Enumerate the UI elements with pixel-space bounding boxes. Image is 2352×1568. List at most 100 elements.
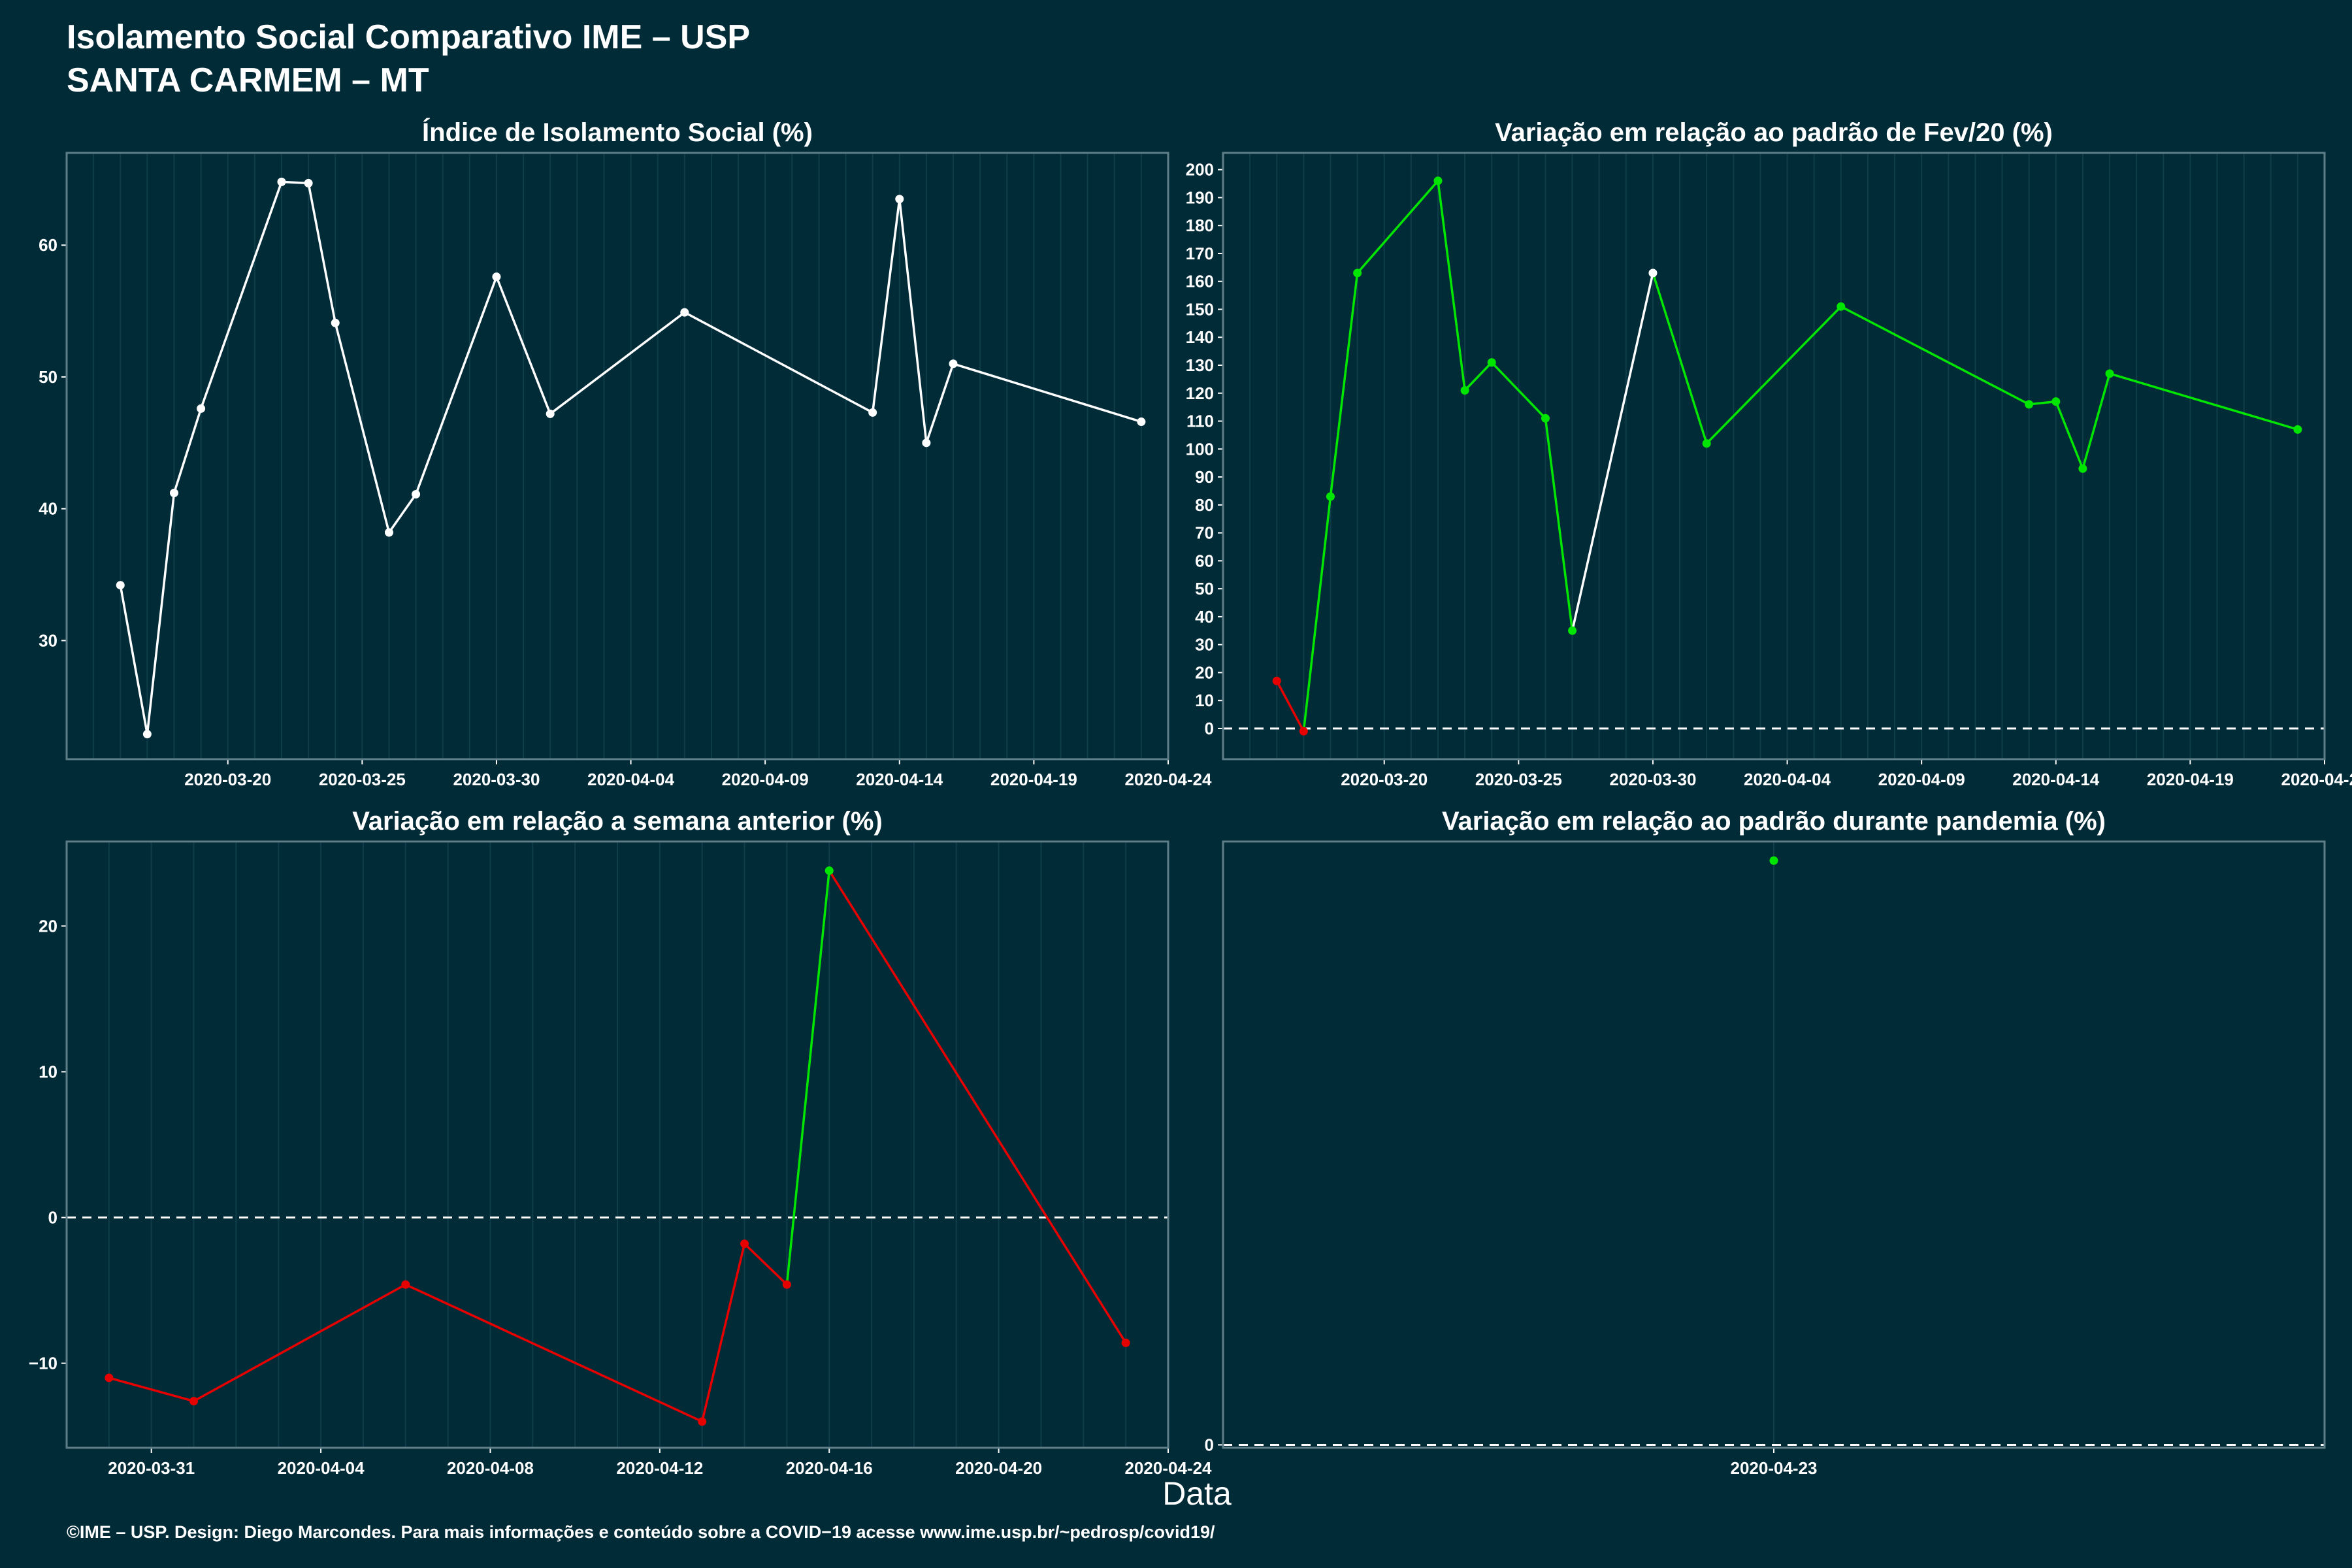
y-tick-label: 80 (1195, 495, 1214, 515)
series-segment (2027, 400, 2057, 406)
series-segment (119, 583, 149, 736)
y-tick-label: 190 (1186, 188, 1214, 207)
y-tick-label: 200 (1186, 160, 1214, 180)
series-segment (743, 1242, 789, 1286)
series-segment (146, 491, 176, 736)
panel-border (1222, 152, 2326, 760)
y-tick-label: 120 (1186, 384, 1214, 403)
y-tick-label: 140 (1186, 327, 1214, 347)
data-point (895, 195, 904, 204)
panel-title: Variação em relação ao padrão durante pa… (1442, 807, 2106, 836)
data-point (922, 438, 931, 448)
x-tick-label: 2020-04-24 (2281, 770, 2352, 789)
series-segment (108, 1377, 195, 1403)
series-segment (828, 869, 1127, 1345)
data-point (1433, 176, 1443, 186)
y-tick-label: 50 (39, 367, 57, 387)
y-tick-label: 170 (1186, 244, 1214, 263)
data-point (2078, 464, 2087, 473)
y-tick-label: 160 (1186, 272, 1214, 291)
series-segment (1571, 272, 1654, 632)
x-tick-label: 2020-04-20 (955, 1458, 1042, 1478)
series-segment (199, 180, 283, 410)
x-tick-label: 2020-04-08 (447, 1458, 534, 1478)
data-point (304, 178, 313, 188)
y-tick-label: 0 (48, 1208, 57, 1228)
x-tick-label: 2020-04-12 (616, 1458, 703, 1478)
y-tick-label: 150 (1186, 299, 1214, 319)
series-segment (1463, 361, 1493, 392)
series-segment (1490, 361, 1547, 420)
x-tick-label: 2020-04-23 (1731, 1458, 1818, 1478)
series-segment (1840, 305, 2031, 406)
series-segment (2055, 400, 2084, 470)
y-tick-label: 30 (39, 630, 57, 650)
figure-title: Isolamento Social Comparativo IME – USP (67, 18, 750, 56)
data-point (105, 1373, 114, 1382)
series-segment (683, 311, 874, 414)
x-axis-title: Data (1162, 1475, 1232, 1512)
figure-subtitle: SANTA CARMEM – MT (67, 61, 429, 99)
data-point (1299, 727, 1308, 736)
x-tick-label: 2020-04-04 (1744, 770, 1831, 789)
data-point (1353, 269, 1362, 278)
data-point (740, 1239, 749, 1249)
x-tick-label: 2020-03-20 (1341, 770, 1428, 789)
y-tick-label: 10 (39, 1062, 57, 1081)
series-segment (785, 869, 830, 1286)
y-tick-label: 20 (1195, 662, 1214, 682)
data-point (169, 488, 178, 497)
data-point (1121, 1338, 1130, 1347)
series-segment (1356, 180, 1439, 274)
series-segment (2108, 372, 2299, 431)
series-segment (1652, 272, 1708, 445)
panel-border (65, 840, 1169, 1449)
panel-title: Variação em relação a semana anterior (%… (352, 807, 883, 836)
x-tick-label: 2020-04-24 (1125, 770, 1213, 789)
x-tick-label: 2020-04-14 (856, 770, 943, 789)
data-point (868, 408, 877, 417)
series-segment (172, 407, 203, 495)
x-tick-label: 2020-04-19 (2147, 770, 2234, 789)
data-point (401, 1280, 410, 1289)
series-segment (307, 182, 336, 324)
data-point (1326, 492, 1335, 501)
panel-background (1223, 153, 2325, 759)
data-point (384, 528, 393, 537)
y-tick-label: −10 (29, 1354, 57, 1373)
data-point (1568, 626, 1577, 635)
series-segment (1329, 272, 1359, 498)
charts-group: Índice de Isolamento Social (%) 2020-03-2… (29, 118, 2352, 1478)
series-segment (387, 493, 417, 534)
series-segment (925, 363, 955, 444)
series-segment (871, 197, 901, 414)
data-point (1769, 856, 1778, 865)
series-segment (404, 1283, 704, 1423)
x-tick-label: 2020-04-16 (786, 1458, 873, 1478)
chart-panel-3: Variação em relação a semana anterior (%… (29, 807, 1212, 1478)
y-tick-label: 60 (39, 235, 57, 255)
data-point (1648, 269, 1658, 278)
data-point (189, 1397, 199, 1406)
panel-background (67, 153, 1168, 759)
chart-panel-4: Variação em relação ao padrão durante pa… (1205, 807, 2326, 1478)
chart-panel-2: Variação em relação ao padrão de Fev/20 … (1186, 118, 2352, 789)
data-point (2105, 369, 2114, 378)
data-point (277, 177, 286, 186)
y-tick-label: 40 (1195, 607, 1214, 627)
series-segment (898, 197, 928, 444)
y-tick-label: 20 (39, 916, 57, 936)
data-point (1272, 676, 1281, 685)
x-tick-label: 2020-04-14 (2012, 770, 2100, 789)
y-tick-label: 100 (1186, 439, 1214, 459)
series-segment (495, 275, 551, 416)
x-tick-label: 2020-04-24 (1125, 1458, 1213, 1478)
data-point (546, 409, 555, 418)
y-tick-label: 30 (1195, 635, 1214, 655)
series-segment (549, 311, 686, 416)
data-point (197, 404, 206, 413)
series-segment (1302, 495, 1332, 732)
data-point (698, 1417, 707, 1426)
series-segment (1437, 180, 1466, 392)
